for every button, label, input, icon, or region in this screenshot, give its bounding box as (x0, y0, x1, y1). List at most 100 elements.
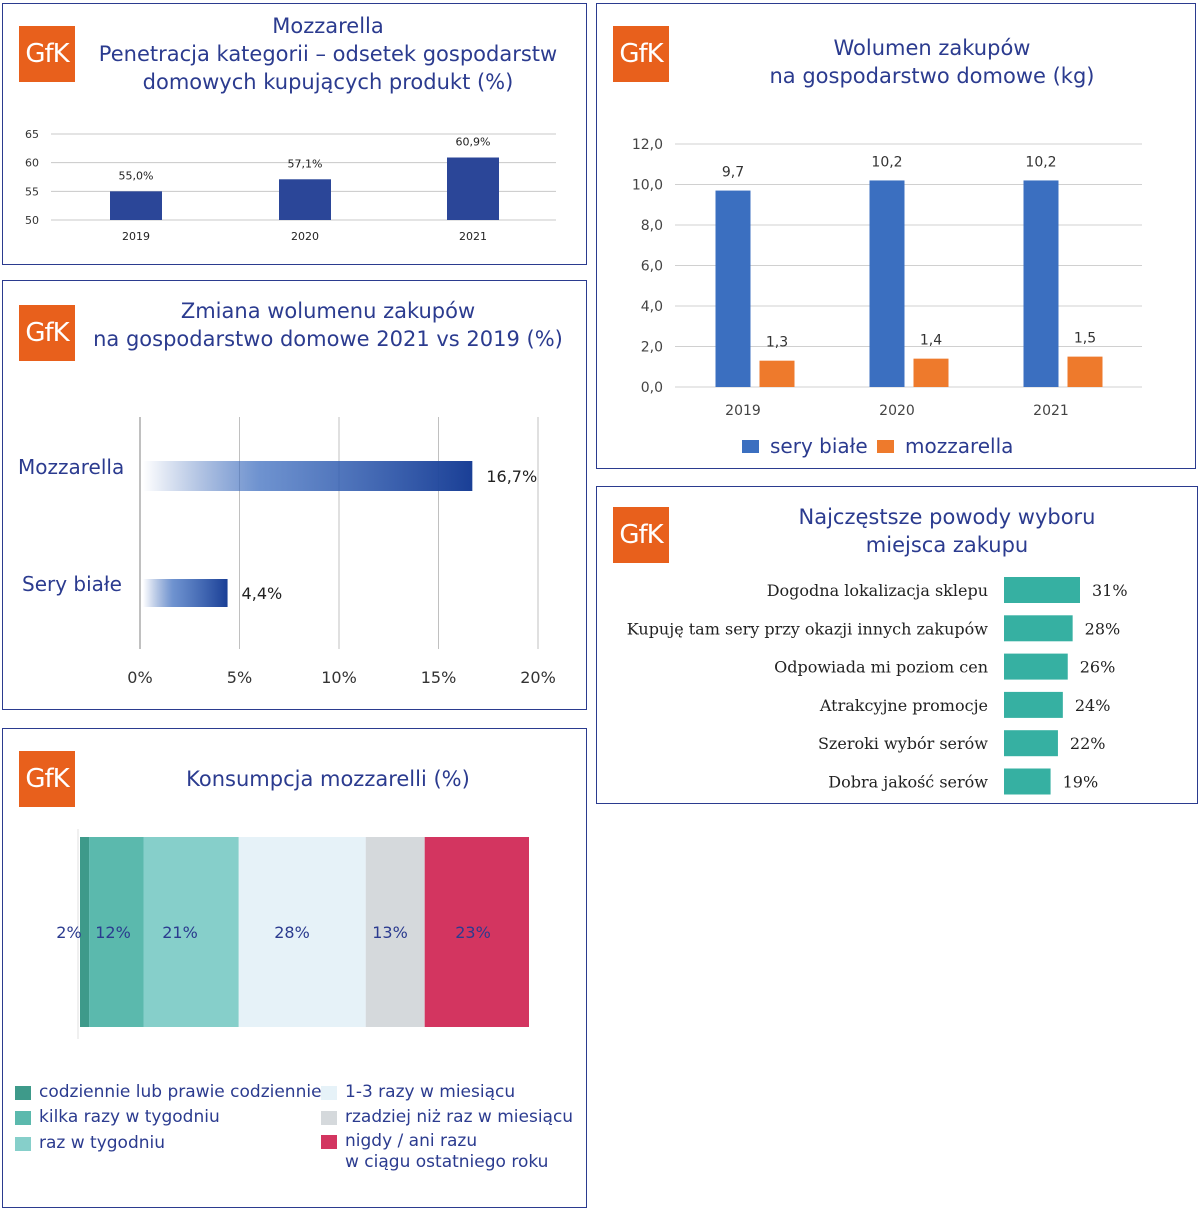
title-line: Konsumpcja mozzarelli (%) (186, 767, 470, 791)
x-tick-label: 2020 (879, 403, 915, 419)
y-tick-label: 50 (25, 214, 39, 227)
legend-swatch (15, 1137, 31, 1151)
x-tick-label: 20% (520, 668, 556, 687)
y-tick-label: 2,0 (641, 340, 663, 356)
data-label: 31% (1092, 581, 1128, 600)
bar (447, 157, 499, 220)
x-tick-label: 10% (321, 668, 357, 687)
legend-swatch (321, 1111, 337, 1125)
consumption-panel: GfK Konsumpcja mozzarelli (%) 2% 12% 21% 28… (2, 728, 587, 1208)
x-tick-label: 2019 (122, 230, 150, 243)
legend-label: 1-3 razy w miesiącu (345, 1082, 516, 1102)
data-label: 21% (162, 923, 198, 942)
legend-swatch (877, 440, 894, 453)
bar (913, 358, 949, 387)
data-label: 9,7 (722, 165, 744, 181)
legend-swatch (15, 1111, 31, 1125)
x-tick-label: 0% (127, 668, 152, 687)
y-tick-label: 55 (25, 185, 39, 198)
segment (238, 837, 366, 1027)
volume-change-panel: GfK Zmiana wolumenu zakupów na gospodars… (2, 280, 587, 710)
y-tick-label: 6,0 (641, 259, 663, 275)
x-tick-label: 5% (227, 668, 252, 687)
legend-label: codziennie lub prawie codziennie (39, 1082, 322, 1102)
gfk-logo: GfK (19, 305, 75, 361)
bar (1004, 653, 1068, 680)
data-label: 28% (1085, 619, 1121, 638)
title-line: Najczęstsze powody wyboru (798, 505, 1096, 529)
legend-swatch (321, 1086, 337, 1100)
gfk-logo: GfK (19, 751, 75, 807)
legend-label: rzadziej niż raz w miesiącu (345, 1107, 574, 1127)
reasons-title: Najczęstsze powody wyboru miejsca zakupu (717, 503, 1177, 559)
data-label: 19% (1063, 773, 1099, 792)
consumption-title: Konsumpcja mozzarelli (%) (103, 765, 553, 793)
segment (424, 837, 529, 1027)
bar (869, 180, 905, 387)
reasons-panel: GfK Najczęstsze powody wyboru miejsca za… (596, 486, 1198, 804)
data-label: 60,9% (456, 136, 491, 149)
category-label: Odpowiada mi poziom cen (774, 658, 988, 677)
volume-change-chart: 0% 5% 10% 15% 20% 16,7% Mozzarella 4,4% Sery bia… (18, 417, 556, 687)
gfk-logo: GfK (613, 26, 669, 82)
segment (143, 837, 239, 1027)
segment (80, 837, 90, 1027)
volume-change-title: Zmiana wolumenu zakupów na gospodarstwo … (93, 297, 563, 353)
data-label: 57,1% (288, 157, 323, 170)
volume-title: Wolumen zakupów na gospodarstwo domowe (… (697, 34, 1167, 90)
penetration-panel: GfK Mozzarella Penetracja kategorii – od… (2, 3, 587, 265)
y-tick-label: 10,0 (632, 178, 663, 194)
y-tick-label: 0,0 (641, 380, 663, 396)
bar (279, 179, 331, 220)
title-line: miejsca zakupu (865, 533, 1029, 557)
title-line: na gospodarstwo domowe 2021 vs 2019 (%) (93, 327, 563, 351)
title-line: domowych kupujących produkt (%) (142, 70, 514, 94)
bar (1004, 768, 1051, 795)
data-label: 1,3 (766, 335, 788, 351)
data-label: 13% (372, 923, 408, 942)
category-label: Dobra jakość serów (828, 773, 988, 792)
data-label: 55,0% (119, 169, 154, 182)
data-label: 2% (56, 923, 81, 942)
bar (715, 190, 751, 387)
category-label: Kupuję tam sery przy okazji innych zakup… (627, 619, 989, 638)
segment (365, 837, 425, 1027)
y-tick-label: 60 (25, 157, 39, 170)
consumption-chart: 2% 12% 21% 28% 13% 23% (56, 829, 529, 1039)
bar (1004, 615, 1073, 642)
legend-label: sery białe (770, 434, 868, 458)
data-label: 22% (1070, 734, 1106, 753)
bar (110, 191, 162, 220)
y-tick-label: 8,0 (641, 218, 663, 234)
penetration-title: Mozzarella Penetracja kategorii – odsete… (93, 12, 563, 96)
volume-chart: 12,0 10,0 8,0 6,0 4,0 2,0 0,0 9,7 10,2 10,2 1,3 1,4… (632, 137, 1142, 458)
data-label: 4,4% (242, 584, 283, 603)
category-label: Mozzarella (18, 455, 124, 479)
bar (759, 360, 795, 387)
y-tick-label: 12,0 (632, 137, 663, 153)
penetration-chart: 65 60 55 50 55,0% 2019 57,1% 2020 60,9% 2021 (25, 128, 556, 243)
legend-swatch (321, 1135, 337, 1149)
y-tick-label: 65 (25, 128, 39, 141)
gfk-logo: GfK (613, 507, 669, 563)
data-label: 16,7% (486, 467, 537, 486)
data-label: 10,2 (1025, 154, 1056, 170)
legend-label: raz w tygodniu (39, 1133, 166, 1153)
bar (1004, 691, 1063, 718)
segment (89, 837, 144, 1027)
x-tick-label: 2021 (459, 230, 487, 243)
category-label: Atrakcyjne promocje (819, 696, 988, 715)
data-label: 10,2 (871, 154, 902, 170)
data-label: 12% (95, 923, 131, 942)
title-line: na gospodarstwo domowe (kg) (769, 64, 1095, 88)
bar (1004, 730, 1058, 757)
data-label: 28% (274, 923, 310, 942)
bar (143, 461, 473, 491)
legend-label: kilka razy w tygodniu (39, 1107, 220, 1127)
category-label: Szeroki wybór serów (818, 734, 988, 753)
legend-label-line2: w ciągu ostatniego roku (345, 1152, 549, 1172)
data-label: 23% (455, 923, 491, 942)
legend-label: nigdy / ani razu (345, 1131, 478, 1151)
x-tick-label: 2021 (1033, 403, 1069, 419)
data-label: 26% (1080, 658, 1116, 677)
